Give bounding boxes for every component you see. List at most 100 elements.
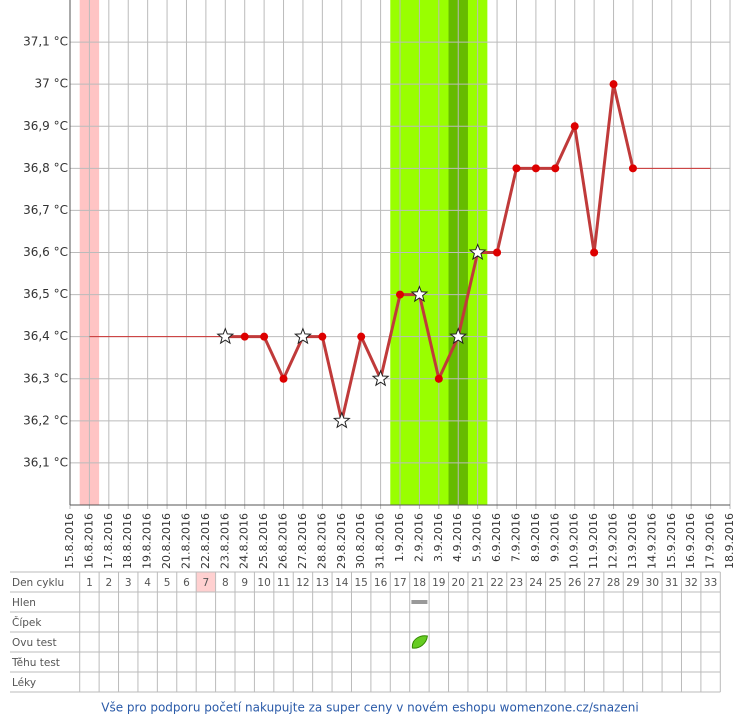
cycle-day: 26 xyxy=(568,577,582,589)
x-tick-label: 3.9.2016 xyxy=(432,513,445,562)
y-tick-label: 36,5 °C xyxy=(23,287,68,301)
cycle-day: 16 xyxy=(374,577,388,589)
data-point xyxy=(551,164,560,173)
cycle-day: 3 xyxy=(125,577,132,589)
x-tick-label: 4.9.2016 xyxy=(451,513,464,562)
y-tick-label: 37 °C xyxy=(35,77,68,91)
x-tick-label: 8.9.2016 xyxy=(529,513,542,562)
footer-link[interactable]: Vše pro podporu početí nakupujte za supe… xyxy=(101,701,638,715)
y-tick-label: 36,3 °C xyxy=(23,371,68,385)
cycle-day: 31 xyxy=(665,577,678,589)
y-tick-label: 36,8 °C xyxy=(23,161,68,175)
star-point xyxy=(410,285,429,303)
x-tick-label: 30.8.2016 xyxy=(354,513,367,569)
data-point xyxy=(279,374,288,383)
cycle-day: 21 xyxy=(471,577,484,589)
temperature-line xyxy=(225,83,635,422)
ovulation-test-icon xyxy=(411,635,428,649)
data-point xyxy=(318,332,327,341)
y-tick-label: 36,1 °C xyxy=(23,455,68,469)
cycle-day: 30 xyxy=(646,577,659,589)
y-tick-label: 36,6 °C xyxy=(23,245,68,259)
data-point xyxy=(609,80,618,89)
data-point xyxy=(357,332,366,341)
x-tick-label: 29.8.2016 xyxy=(335,513,348,569)
cycle-table: 1 2 3 4 5 6 7 8 9 10 11 12 13 14 15 16 17 18 19 20 21 22 23 24 2… xyxy=(10,571,721,693)
x-tick-label: 17.9.2016 xyxy=(704,513,717,569)
star-point xyxy=(449,327,468,345)
cycle-day: 15 xyxy=(354,577,367,589)
cycle-day: 11 xyxy=(277,577,290,589)
data-point xyxy=(512,164,521,173)
x-tick-label: 20.8.2016 xyxy=(160,513,173,569)
data-point xyxy=(531,164,540,173)
y-tick-label: 36,7 °C xyxy=(23,203,68,217)
x-tick-label: 17.8.2016 xyxy=(102,513,115,569)
x-tick-label: 25.8.2016 xyxy=(257,513,270,569)
cycle-day: 6 xyxy=(183,577,190,589)
star-point xyxy=(332,411,351,429)
x-tick-label: 19.8.2016 xyxy=(141,513,154,569)
x-tick-label: 22.8.2016 xyxy=(199,513,212,569)
cycle-day: 18 xyxy=(413,577,426,589)
cycle-day: 5 xyxy=(164,577,171,589)
highlight-cell xyxy=(196,572,216,592)
cycle-day: 20 xyxy=(452,577,465,589)
x-tick-label: 5.9.2016 xyxy=(471,513,484,562)
star-point xyxy=(371,369,390,387)
x-tick-label: 11.9.2016 xyxy=(587,513,600,569)
x-tick-label: 10.9.2016 xyxy=(568,513,581,569)
cycle-day: 32 xyxy=(684,577,697,589)
data-point xyxy=(260,332,269,341)
cycle-day: 14 xyxy=(335,577,349,589)
cycle-day: 22 xyxy=(490,577,503,589)
footer-text[interactable]: Vše pro podporu početí nakupujte za supe… xyxy=(101,701,638,715)
cycle-day: 4 xyxy=(144,577,151,589)
row-label: Hlen xyxy=(12,597,36,609)
y-tick-label: 37,1 °C xyxy=(23,35,68,49)
cycle-day: 33 xyxy=(704,577,717,589)
cycle-day: 19 xyxy=(432,577,445,589)
star-point xyxy=(468,243,487,261)
cycle-day: 27 xyxy=(587,577,600,589)
star-point xyxy=(293,327,312,345)
mucus-icon xyxy=(411,600,428,604)
data-point xyxy=(434,374,443,383)
x-tick-label: 15.9.2016 xyxy=(665,513,678,569)
row-label: Den cyklu xyxy=(12,577,64,589)
cycle-day: 2 xyxy=(105,577,112,589)
x-tick-label: 1.9.2016 xyxy=(393,513,406,562)
cycle-day: 10 xyxy=(257,577,270,589)
x-tick-label: 18.9.2016 xyxy=(723,513,736,569)
x-tick-label: 16.9.2016 xyxy=(684,513,697,569)
x-tick-label: 28.8.2016 xyxy=(315,513,328,569)
cycle-day: 9 xyxy=(241,577,248,589)
x-tick-label: 12.9.2016 xyxy=(607,513,620,569)
x-tick-label: 6.9.2016 xyxy=(490,513,503,562)
cycle-day: 13 xyxy=(316,577,329,589)
x-tick-label: 31.8.2016 xyxy=(374,513,387,569)
x-tick-label: 13.9.2016 xyxy=(626,513,639,569)
x-tick-label: 15.8.2016 xyxy=(63,513,76,569)
cycle-day: 12 xyxy=(296,577,309,589)
x-tick-label: 14.9.2016 xyxy=(645,513,658,569)
y-tick-label: 36,2 °C xyxy=(23,413,68,427)
cycle-day: 25 xyxy=(549,577,562,589)
row-label: Léky xyxy=(12,677,36,689)
data-point xyxy=(240,332,249,341)
row-label: Těhu test xyxy=(11,657,60,669)
x-tick-label: 23.8.2016 xyxy=(218,513,231,569)
cycle-day: 23 xyxy=(510,577,523,589)
y-tick-label: 36,9 °C xyxy=(23,119,68,133)
cycle-day: 28 xyxy=(607,577,620,589)
cycle-day: 29 xyxy=(626,577,639,589)
data-point xyxy=(590,248,599,257)
row-label: Čípek xyxy=(12,616,42,629)
x-tick-label: 24.8.2016 xyxy=(238,513,251,569)
data-point xyxy=(396,290,405,299)
cycle-day: 1 xyxy=(86,577,93,589)
x-tick-label: 9.9.2016 xyxy=(548,513,561,562)
x-tick-label: 18.8.2016 xyxy=(121,513,134,569)
x-tick-label: 2.9.2016 xyxy=(412,513,425,562)
